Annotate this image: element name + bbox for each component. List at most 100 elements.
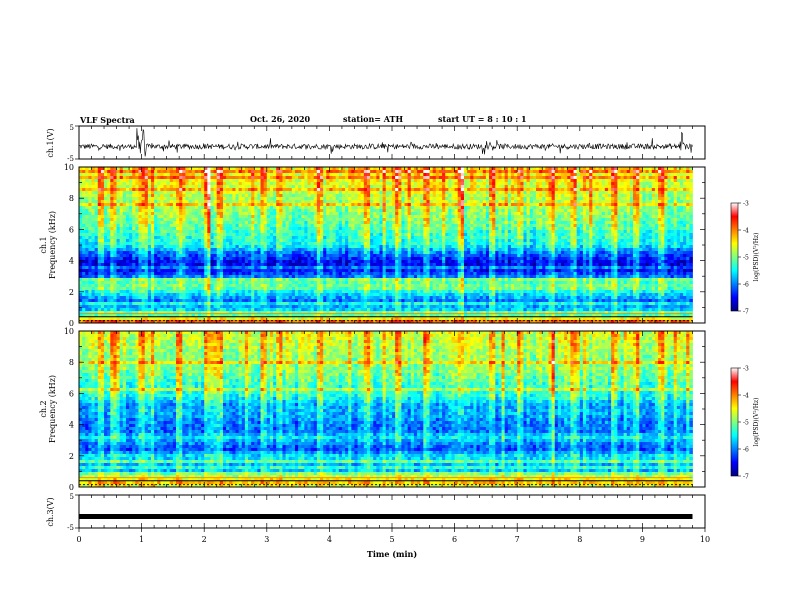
spectrogram-cell <box>335 230 340 234</box>
spectrogram-cell <box>410 200 415 204</box>
spectrogram-cell <box>94 224 99 228</box>
spectrogram-cell <box>554 221 559 225</box>
spectrogram-cell <box>545 179 549 183</box>
spectrogram-cell <box>526 188 531 192</box>
spectrogram-cell <box>592 203 596 207</box>
spectrogram-cell <box>423 227 427 231</box>
spectrogram-cell <box>179 188 183 192</box>
spectrogram-cell <box>683 167 687 171</box>
spectrogram-cell <box>338 176 343 180</box>
spectrogram-cell <box>197 200 202 204</box>
spectrogram-cell <box>288 218 293 222</box>
spectrogram-cell <box>476 200 481 204</box>
spectrogram-cell <box>320 197 324 201</box>
spectrogram-cell <box>542 215 546 219</box>
spectrogram-cell <box>523 197 527 201</box>
spectrogram-cell <box>535 203 540 207</box>
spectrogram-cell <box>420 167 424 171</box>
spectrogram-cell <box>557 203 562 207</box>
spectrogram-cell <box>423 218 427 222</box>
spectrogram-cell <box>238 218 243 222</box>
spectrogram-cell <box>664 227 668 231</box>
spectrogram-cell <box>197 194 202 198</box>
spectrogram-cell <box>172 203 177 207</box>
spectrogram-cell <box>479 188 484 192</box>
spectrogram-cell <box>420 200 424 204</box>
spectrogram-cell <box>504 191 509 195</box>
spectrogram-cell <box>379 179 384 183</box>
spectrogram-cell <box>257 179 261 183</box>
spectrogram-cell <box>382 230 387 234</box>
spectrogram-cell <box>407 212 412 216</box>
spectrogram-cell <box>636 224 640 228</box>
spectrogram-cell <box>323 227 327 231</box>
spectrogram-cell <box>279 206 283 210</box>
spectrogram-cell <box>548 236 553 240</box>
spectrogram-cell <box>651 212 656 216</box>
spectrogram-cell <box>651 197 656 201</box>
spectrogram-cell <box>204 191 208 195</box>
spectrogram-cell <box>670 170 675 174</box>
spectrogram-cell <box>661 173 665 177</box>
spectrogram-cell <box>395 170 399 174</box>
spectrogram-cell <box>479 212 484 216</box>
spectrogram-cell <box>539 230 543 234</box>
spectrogram-cell <box>398 215 402 219</box>
spectrogram-cell <box>229 185 233 189</box>
spectrogram-cell <box>138 212 142 216</box>
spectrogram-cell <box>373 239 377 243</box>
spectrogram-cell <box>661 191 665 195</box>
spectrogram-cell <box>282 224 286 228</box>
spectrogram-cell <box>404 179 409 183</box>
spectrogram-cell <box>545 194 549 198</box>
spectrogram-cell <box>586 236 590 240</box>
spectrogram-cell <box>601 167 606 171</box>
spectrogram-cell <box>263 191 268 195</box>
spectrogram-cell <box>150 215 155 219</box>
spectrogram-cell <box>176 212 180 216</box>
spectrogram-cell <box>266 230 271 234</box>
spectrogram-cell <box>313 212 318 216</box>
spectrogram-cell <box>689 203 693 207</box>
spectrogram-cell <box>376 227 380 231</box>
spectrogram-cell <box>413 212 418 216</box>
spectrogram-cell <box>185 209 189 213</box>
spectrogram-cell <box>501 221 506 225</box>
spectrogram-cell <box>320 212 324 216</box>
spectrogram-cell <box>567 200 571 204</box>
spectrogram-cell <box>507 230 512 234</box>
spectrogram-cell <box>388 209 393 213</box>
spectrogram-cell <box>535 224 540 228</box>
spectrogram-cell <box>307 176 312 180</box>
spectrogram-cell <box>435 197 440 201</box>
spectrogram-cell <box>376 224 380 228</box>
spectrogram-cell <box>204 176 208 180</box>
spectrogram-cell <box>495 221 499 225</box>
spectrogram-cell <box>539 239 543 243</box>
spectrogram-cell <box>194 188 199 192</box>
spectrogram-cell <box>529 167 534 171</box>
spectrogram-cell <box>570 167 574 171</box>
spectrogram-cell <box>316 212 321 216</box>
spectrogram-cell <box>532 194 537 198</box>
spectrogram-cell <box>207 203 211 207</box>
spectrogram-cell <box>197 185 202 189</box>
spectrogram-cell <box>661 227 665 231</box>
spectrogram-cell <box>673 167 678 171</box>
spectrogram-cell <box>554 203 559 207</box>
spectrogram-cell <box>586 215 590 219</box>
spectrogram-cell <box>122 206 127 210</box>
spectrogram-cell <box>88 239 92 243</box>
spectrogram-cell <box>420 218 424 222</box>
spectrogram-cell <box>645 197 650 201</box>
spectrogram-cell <box>169 194 174 198</box>
spectrogram-cell <box>676 167 681 171</box>
spectrogram-cell <box>379 194 384 198</box>
spectrogram-cell <box>604 185 609 189</box>
spectrogram-cell <box>341 170 346 174</box>
spectrogram-cell <box>132 221 136 225</box>
spectrogram-cell <box>501 200 506 204</box>
spectrogram-cell <box>617 176 621 180</box>
spectrogram-cell <box>282 233 286 237</box>
spectrogram-cell <box>382 197 387 201</box>
